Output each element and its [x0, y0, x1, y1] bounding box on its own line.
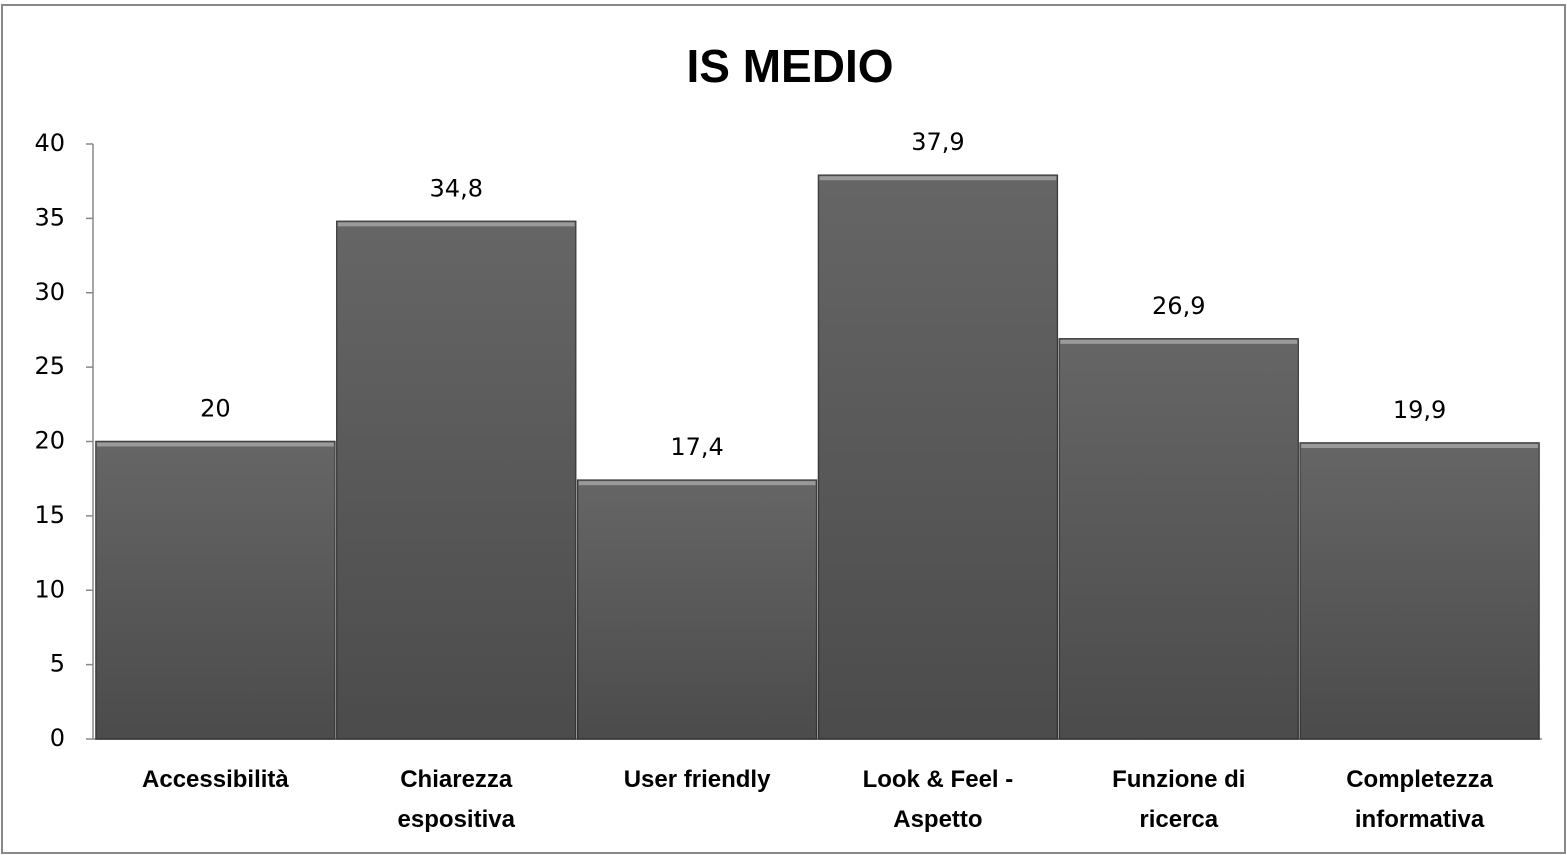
y-tick-label: 0 [50, 724, 65, 752]
y-tick-label: 5 [50, 650, 65, 678]
y-tick-label: 35 [34, 203, 65, 231]
y-tick-label: 30 [34, 278, 65, 306]
data-label: 34,8 [430, 174, 483, 202]
x-tick-label: Look & Feel - Aspetto [862, 766, 1014, 833]
bar-highlight [97, 442, 334, 447]
data-label: 19,9 [1393, 396, 1446, 424]
y-tick-label: 40 [34, 129, 65, 157]
bar-highlight [1060, 339, 1298, 344]
bar-highlight [1301, 443, 1538, 448]
bar-highlight [337, 222, 575, 227]
x-tick-label: User friendly [623, 766, 771, 793]
bar-shade [96, 441, 335, 739]
y-tick-label: 25 [34, 352, 65, 380]
x-tick-label: Chiarezza espositiva [397, 766, 515, 833]
data-label: 17,4 [670, 433, 723, 461]
bar-highlight [578, 481, 816, 486]
bar-shade [1300, 442, 1539, 739]
data-label: 20 [200, 395, 231, 423]
bar-shade [1059, 338, 1299, 739]
bar-shade [818, 175, 1058, 740]
y-tick-label: 10 [34, 575, 65, 603]
chart-title: IS MEDIO [686, 40, 893, 92]
y-tick-label: 15 [34, 501, 65, 529]
data-label: 26,9 [1152, 292, 1205, 320]
bar-shade [577, 480, 817, 739]
bar-shade [336, 221, 576, 740]
x-tick-label: Accessibilità [142, 766, 289, 793]
x-tick-label: Completezza informativa [1346, 766, 1493, 833]
data-label: 37,9 [911, 128, 964, 156]
y-tick-label: 20 [34, 427, 65, 455]
x-tick-label: Funzione di ricerca [1112, 766, 1246, 833]
bar-highlight [819, 176, 1057, 181]
